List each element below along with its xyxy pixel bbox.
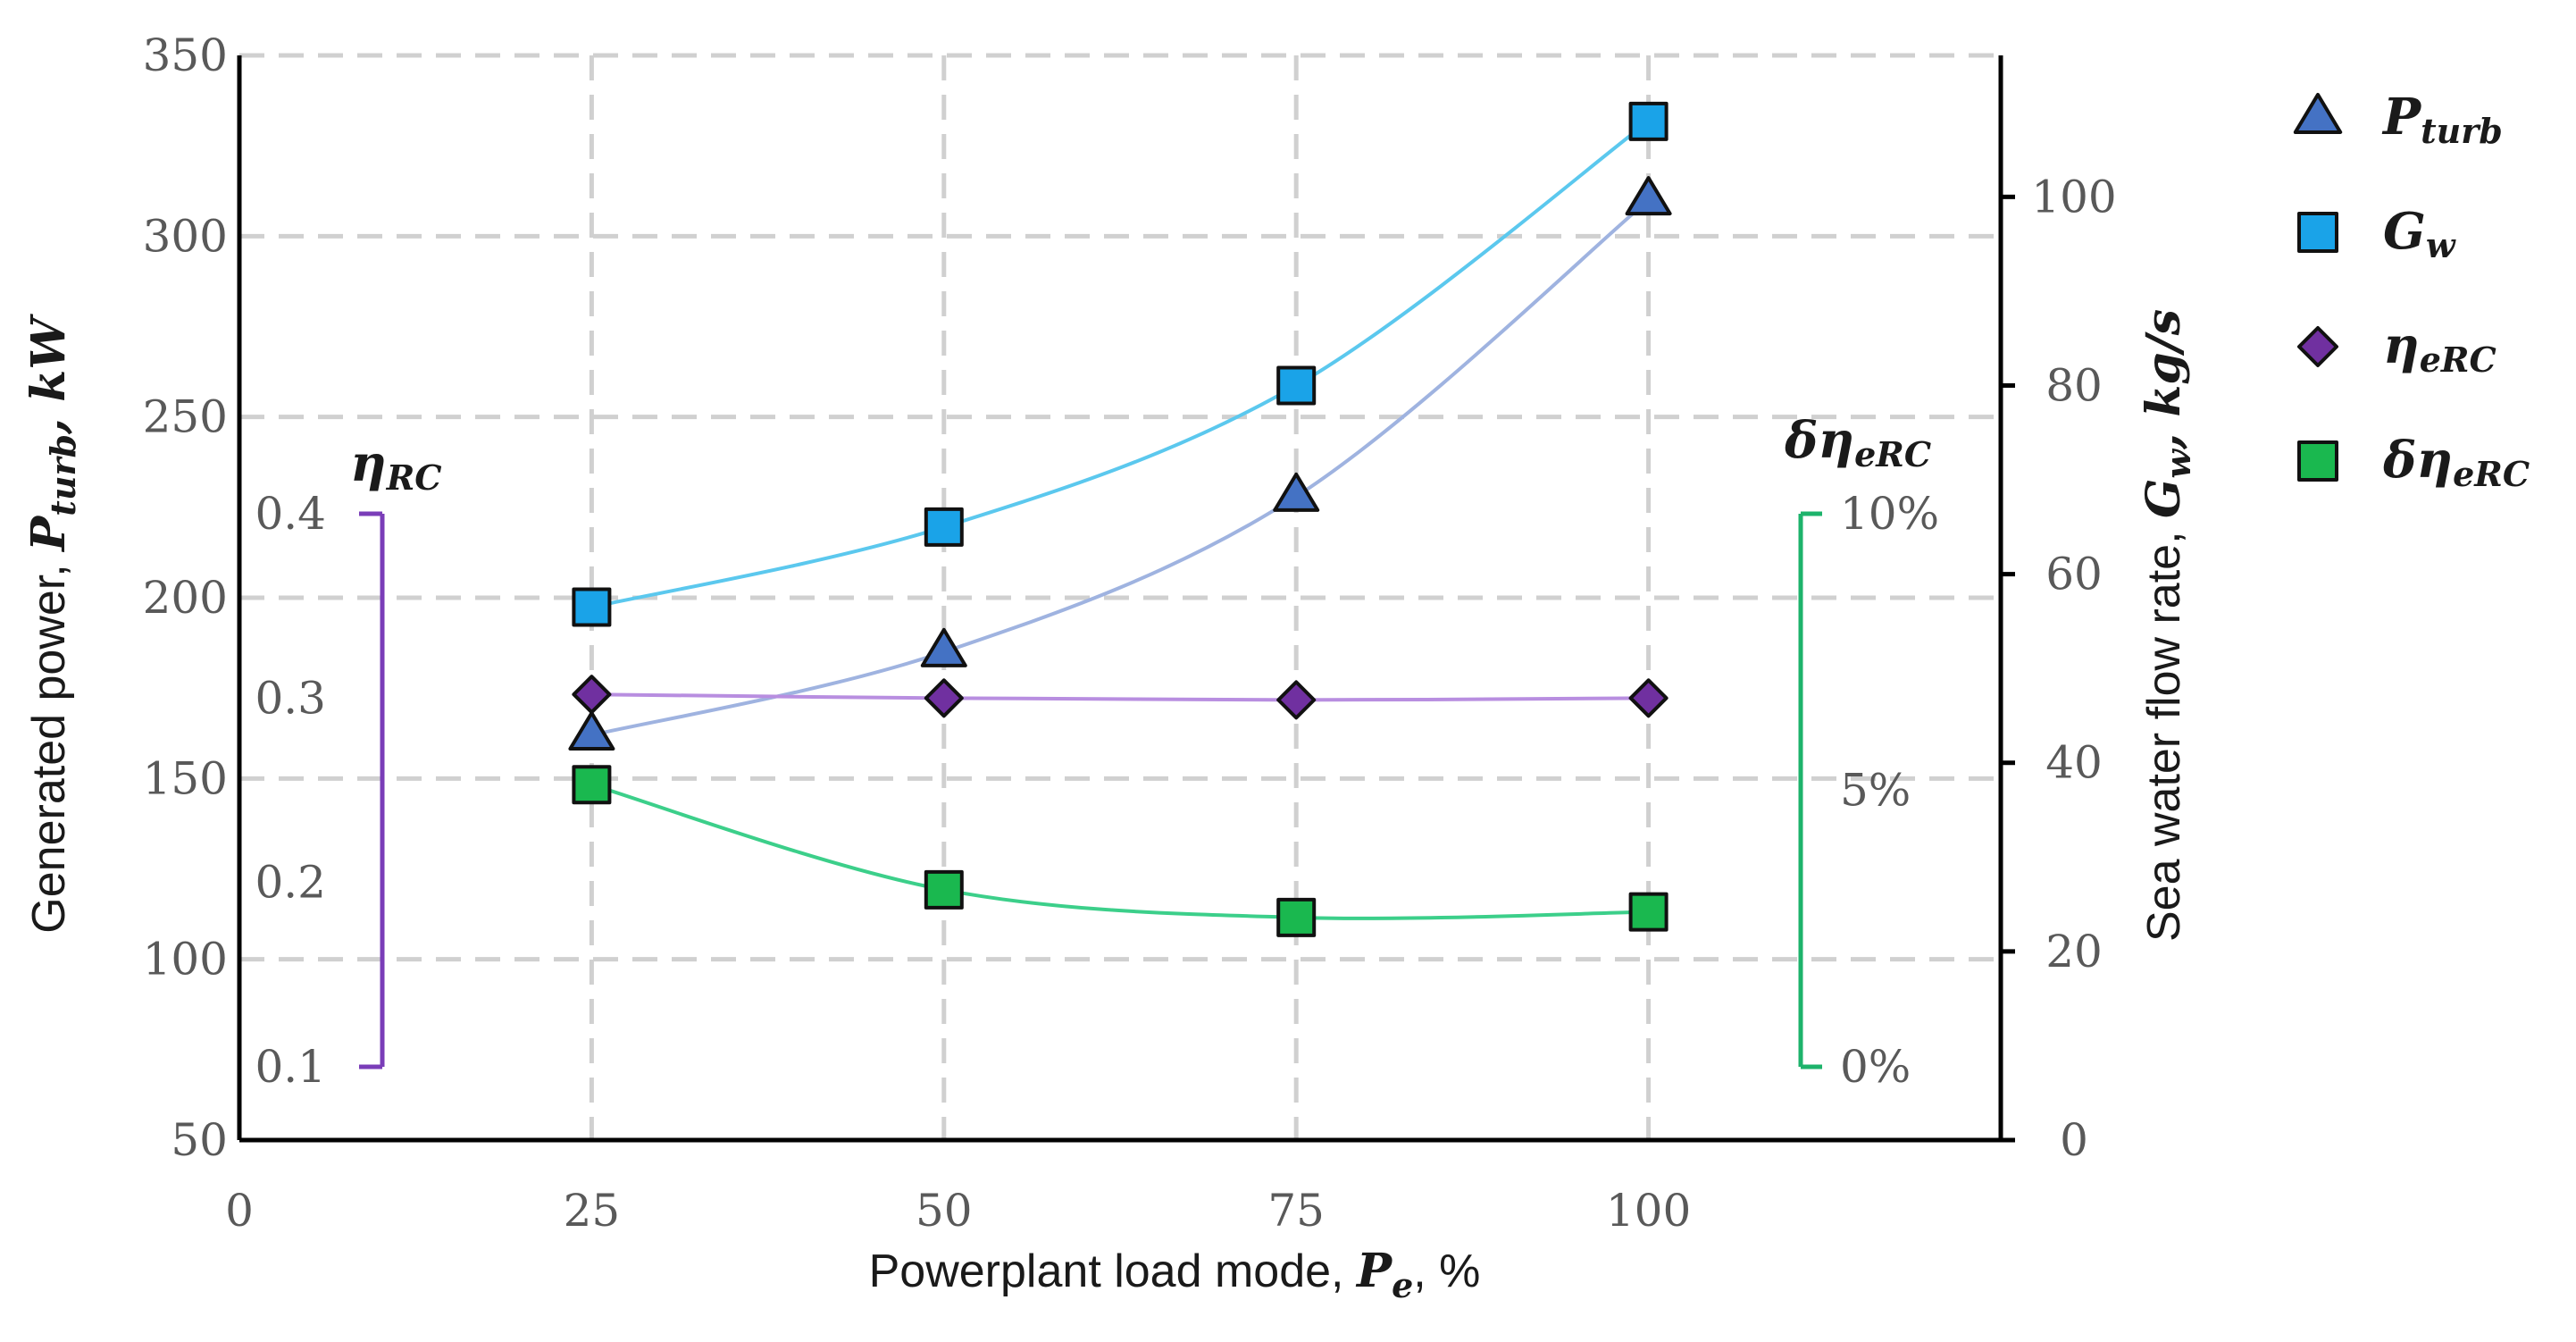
legend-item: Gw [2297,202,2456,265]
series-3-curve [590,783,1649,920]
series-3-point [1276,897,1317,937]
x-tick-label: 25 [564,1185,621,1237]
series-1-point [572,587,612,627]
right-axis-label: Sea water flow rate, Gw, kg/s [2137,309,2198,942]
right-tick-label: 20 [2045,926,2103,977]
delta-tick-label: 5% [1840,765,1911,817]
left-tick-label: 100 [143,934,228,986]
left-tick-label: 50 [171,1114,228,1166]
legend: Pturb Gw ηeRC δηeRC [2293,88,2530,494]
left-tick-label: 300 [143,210,228,262]
x-tick-label: 0 [225,1185,254,1237]
right-tick-label: 80 [2045,359,2103,411]
series-0-point [1625,176,1672,216]
series-3-point [572,765,612,805]
legend-label: δηeRC [2382,431,2530,494]
x-tick-label: 50 [916,1185,973,1237]
delta-tick-label: 0% [1840,1041,1911,1093]
left-tick-label: 350 [143,29,228,81]
x-tick-label: 100 [1606,1185,1691,1237]
x-axis-label: Powerplant load mode, Pe, % [869,1244,1481,1305]
delta-tick-label: 10% [1840,488,1939,540]
left-axis-label: Generated power, Pturb, kW [21,314,83,934]
series-0-point [920,627,967,667]
eta-tick-label: 0.3 [255,672,326,724]
data-markers [568,101,1672,937]
series-0-point [1273,472,1320,512]
tick-labels: 50 100 150 200 250 300 350 0 20 40 60 80 100 0 25 50 75 1… [143,29,2117,1237]
series-1-point [1628,101,1669,141]
series-1-point [1276,365,1317,406]
efficiency-axes: 0.1 0.2 0.3 0.4 0% 5% 10% [255,488,1939,1093]
fit-curves [590,120,1650,920]
left-tick-label: 150 [143,752,228,804]
left-tick-label: 200 [143,572,228,624]
legend-label: ηeRC [2383,316,2497,380]
series-3-point [1628,892,1669,932]
right-tick-label: 100 [2031,171,2116,222]
legend-item: Pturb [2293,88,2503,151]
eta-axis-title: ηRC [350,434,442,498]
series-1-point [924,507,964,547]
series-2-point [572,675,612,715]
right-tick-label: 40 [2045,737,2103,789]
delta-axis-title: δηeRC [1784,411,1931,474]
legend-marker [2297,326,2338,367]
axis-labels: Powerplant load mode, Pe, % Generated po… [21,309,2198,1305]
eta-tick-label: 0.4 [255,488,326,540]
axes [237,55,2015,1143]
series-0-curve [590,198,1650,737]
series-2-curve [591,692,1649,702]
right-tick-label: 60 [2045,549,2103,600]
right-tick-label: 0 [2060,1114,2088,1166]
legend-item: ηeRC [2297,316,2497,380]
series-1-curve [590,120,1650,609]
legend-label: Pturb [2381,88,2503,151]
legend-marker [2297,212,2338,253]
series-3-point [924,869,964,910]
legend-item: δηeRC [2297,431,2530,494]
series-2-point [1276,680,1317,720]
legend-marker [2297,440,2338,482]
legend-marker [2293,92,2343,134]
eta-tick-label: 0.2 [255,857,326,909]
x-tick-label: 75 [1267,1185,1325,1237]
series-0-point [568,710,615,751]
series-2-point [924,678,964,718]
legend-label: Gw [2383,202,2456,265]
eta-tick-label: 0.1 [255,1041,326,1093]
left-tick-label: 250 [143,391,228,443]
grid [239,53,2001,1140]
series-2-point [1628,678,1669,718]
